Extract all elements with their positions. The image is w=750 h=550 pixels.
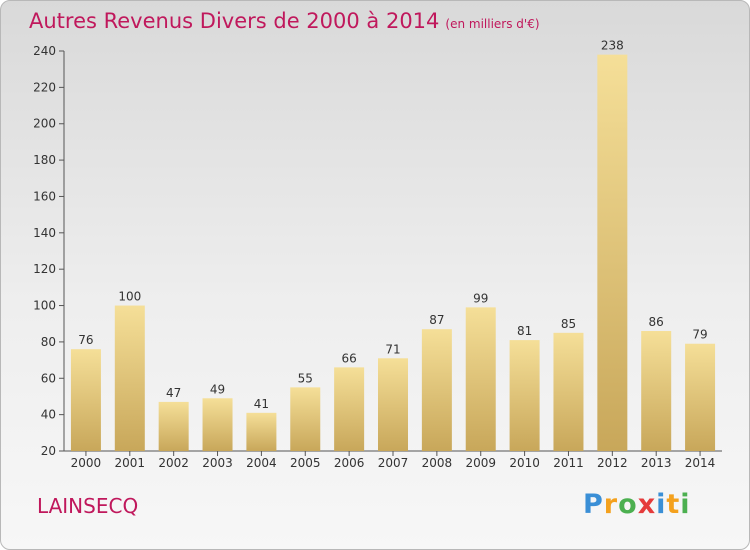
data-label: 41 (254, 397, 269, 411)
title-unit: (en milliers d'€) (445, 17, 540, 31)
x-tick-label: 2000 (71, 456, 102, 470)
x-tick-label: 2006 (334, 456, 365, 470)
y-tick-label: 60 (41, 371, 56, 385)
y-tick-label: 40 (41, 408, 56, 422)
data-label: 66 (341, 351, 356, 365)
x-tick-label: 2003 (202, 456, 233, 470)
data-label: 76 (78, 333, 93, 347)
x-tick-label: 2001 (115, 456, 146, 470)
bar-2001 (114, 305, 145, 451)
data-label: 99 (473, 291, 488, 305)
logo-letter: x (637, 489, 657, 520)
y-tick-label: 100 (33, 299, 56, 313)
data-label: 55 (298, 371, 313, 385)
data-label: 238 (601, 39, 624, 53)
data-label: 81 (517, 324, 532, 338)
bar-2007 (378, 358, 408, 451)
data-label: 71 (385, 342, 400, 356)
bar-2003 (202, 398, 233, 451)
y-tick-label: 180 (33, 153, 56, 167)
bar-2006 (334, 367, 365, 451)
proxiti-logo: Proxiti (583, 489, 691, 520)
bar-2008 (421, 329, 452, 451)
x-tick-label: 2011 (553, 456, 584, 470)
y-tick-label: 160 (33, 189, 56, 203)
bars (70, 54, 716, 452)
y-tick-label: 140 (33, 226, 56, 240)
y-tick-label: 120 (33, 262, 56, 276)
axes: 20 40 60 80 100 120 140 160 180 200 220 240 2000 2001… (33, 44, 722, 470)
bar-2014 (685, 343, 716, 451)
data-labels: 76 100 47 49 41 55 66 71 87 99 81 85 238 86 79 (78, 39, 707, 411)
bar-2004 (246, 412, 277, 451)
title-main: Autres Revenus Divers de 2000 à 2014 (29, 9, 440, 33)
y-tick-label: 80 (41, 335, 56, 349)
x-tick-label: 2002 (158, 456, 189, 470)
data-label: 100 (118, 290, 141, 304)
bar-2013 (641, 331, 672, 451)
x-tick-label: 2004 (246, 456, 277, 470)
y-tick-label: 20 (41, 444, 56, 458)
bar-2000 (70, 349, 101, 451)
logo-letter: i (656, 489, 667, 520)
data-label: 85 (561, 317, 576, 331)
bar-2009 (465, 307, 496, 451)
logo-letter: r (603, 489, 619, 520)
data-label: 47 (166, 386, 181, 400)
x-tick-label: 2005 (290, 456, 321, 470)
bar-2005 (290, 387, 321, 451)
y-tick-label: 200 (33, 117, 56, 131)
y-tick-label: 240 (33, 44, 56, 58)
data-label: 87 (429, 313, 444, 327)
data-label: 86 (649, 315, 664, 329)
logo-letter: t (666, 489, 681, 520)
data-label: 49 (210, 382, 225, 396)
bar-2012 (597, 54, 628, 452)
logo-letter: i (680, 489, 691, 520)
bar-2011 (553, 332, 584, 451)
x-tick-label: 2007 (378, 456, 409, 470)
x-tick-label: 2013 (641, 456, 672, 470)
bar-2010 (509, 340, 540, 451)
chart-title: Autres Revenus Divers de 2000 à 2014 (en … (29, 9, 540, 33)
x-tick-label: 2012 (597, 456, 628, 470)
x-tick-label: 2009 (465, 456, 496, 470)
logo-letter: P (583, 489, 604, 520)
x-tick-label: 2010 (509, 456, 540, 470)
x-tick-label: 2014 (685, 456, 716, 470)
bar-2002 (158, 401, 189, 451)
x-tick-label: 2008 (422, 456, 453, 470)
y-tick-label: 220 (33, 80, 56, 94)
logo-letter: o (618, 489, 638, 520)
data-label: 79 (692, 328, 707, 342)
commune-name: LAINSECQ (37, 494, 139, 518)
